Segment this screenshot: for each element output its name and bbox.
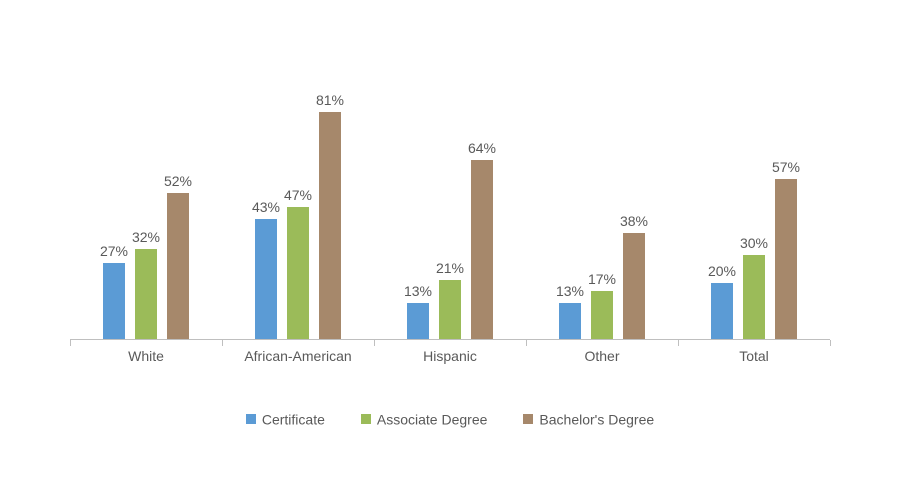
- bar: 57%: [775, 179, 797, 339]
- bar-value-label: 52%: [153, 173, 203, 189]
- grouped-bar-chart: 27%32%52%43%47%81%13%21%64%13%17%38%20%3…: [70, 60, 830, 370]
- chart-legend: Certificate Associate Degree Bachelor's De…: [0, 410, 900, 427]
- bar: 21%: [439, 280, 461, 339]
- bar-value-label: 38%: [609, 213, 659, 229]
- bar-value-label: 20%: [697, 263, 747, 279]
- legend-swatch: [523, 414, 533, 424]
- category-label: Hispanic: [423, 348, 477, 364]
- category-label: White: [128, 348, 164, 364]
- legend-item: Bachelor's Degree: [523, 410, 654, 427]
- bar: 32%: [135, 249, 157, 339]
- bar-value-label: 32%: [121, 229, 171, 245]
- x-tick: [830, 340, 831, 346]
- category-label: African-American: [244, 348, 351, 364]
- category-label: Total: [739, 348, 769, 364]
- bar: 47%: [287, 207, 309, 339]
- bar-group: 27%32%52%: [103, 60, 189, 339]
- bar-value-label: 81%: [305, 92, 355, 108]
- bar: 17%: [591, 291, 613, 339]
- bar-value-label: 30%: [729, 235, 779, 251]
- bar-value-label: 27%: [89, 243, 139, 259]
- x-tick: [678, 340, 679, 346]
- plot-area: 27%32%52%43%47%81%13%21%64%13%17%38%20%3…: [70, 60, 830, 340]
- bar-value-label: 57%: [761, 159, 811, 175]
- bar: 43%: [255, 219, 277, 339]
- legend-item: Certificate: [246, 410, 325, 427]
- bar: 27%: [103, 263, 125, 339]
- bar-group: 13%17%38%: [559, 60, 645, 339]
- bar: 20%: [711, 283, 733, 339]
- bar: 38%: [623, 233, 645, 339]
- bar-value-label: 13%: [393, 283, 443, 299]
- x-tick: [374, 340, 375, 346]
- x-tick: [222, 340, 223, 346]
- bar-group: 43%47%81%: [255, 60, 341, 339]
- bar: 13%: [559, 303, 581, 339]
- bar-value-label: 17%: [577, 271, 627, 287]
- bar-value-label: 64%: [457, 140, 507, 156]
- x-tick: [70, 340, 71, 346]
- category-label: Other: [584, 348, 619, 364]
- legend-item: Associate Degree: [361, 410, 488, 427]
- bar: 64%: [471, 160, 493, 339]
- bar: 30%: [743, 255, 765, 339]
- bar-value-label: 21%: [425, 260, 475, 276]
- legend-label: Certificate: [262, 411, 325, 427]
- legend-label: Associate Degree: [377, 411, 488, 427]
- bar: 52%: [167, 193, 189, 339]
- bar-group: 20%30%57%: [711, 60, 797, 339]
- bar-group: 13%21%64%: [407, 60, 493, 339]
- legend-label: Bachelor's Degree: [539, 411, 654, 427]
- bar: 13%: [407, 303, 429, 339]
- legend-swatch: [246, 414, 256, 424]
- x-tick: [526, 340, 527, 346]
- legend-swatch: [361, 414, 371, 424]
- bar-value-label: 47%: [273, 187, 323, 203]
- bar: 81%: [319, 112, 341, 339]
